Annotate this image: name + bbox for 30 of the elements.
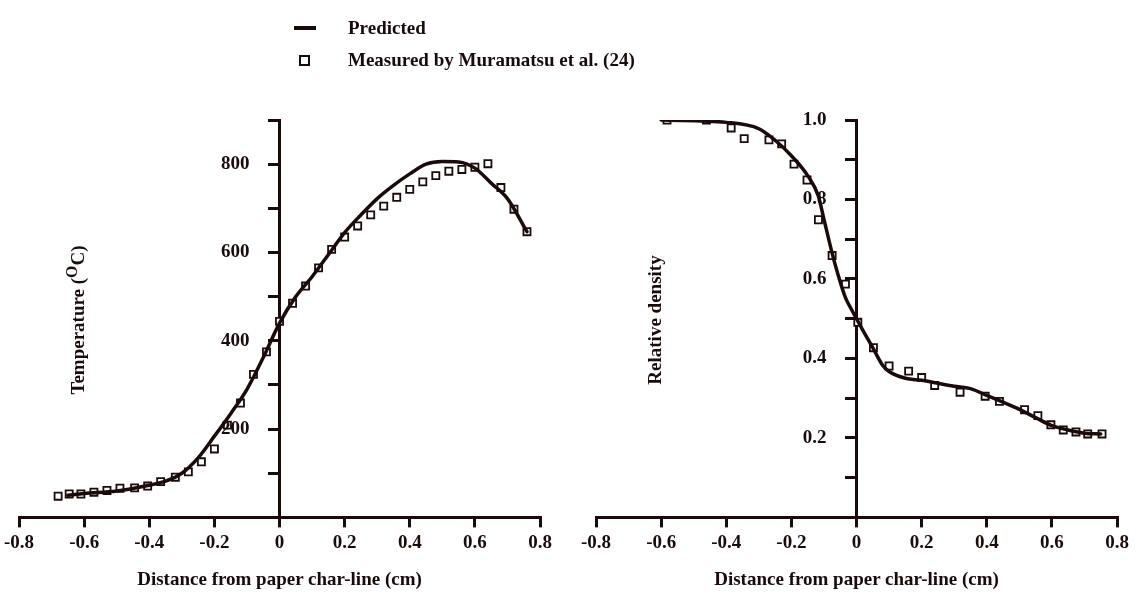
y-tick-label: 800 <box>221 152 250 174</box>
x-axis-title: Distance from paper char-line (cm) <box>137 567 422 590</box>
x-tick-label: 0.2 <box>909 530 934 552</box>
legend-label: Measured by Muramatsu et al. (24) <box>348 49 635 71</box>
y-axis-title: Relative density <box>644 255 666 385</box>
x-tick-label: 0.2 <box>332 530 357 552</box>
y-tick-label: 0.2 <box>802 425 827 447</box>
x-tick-label: -0.4 <box>711 530 742 552</box>
y-tick-label: 600 <box>221 240 250 262</box>
x-tick-label: -0.2 <box>776 530 807 552</box>
legend-label: Predicted <box>348 17 426 39</box>
x-tick-label: -0.6 <box>646 530 677 552</box>
y-tick-label: 0.4 <box>802 346 828 368</box>
x-tick-label: -0.6 <box>69 530 100 552</box>
x-axis-title: Distance from paper char-line (cm) <box>714 567 999 590</box>
x-tick-label: 0.4 <box>397 530 423 552</box>
x-tick-label: 0.4 <box>974 530 1000 552</box>
y-tick-label: 0.6 <box>802 266 827 288</box>
x-tick-label: -0.4 <box>134 530 165 552</box>
x-tick-label: 0.8 <box>1105 530 1129 552</box>
x-tick-label: 0 <box>851 530 862 552</box>
x-tick-label: 0 <box>274 530 285 552</box>
x-tick-label: -0.2 <box>199 530 230 552</box>
x-tick-label: -0.8 <box>581 530 612 552</box>
x-tick-label: 0.8 <box>528 530 552 552</box>
x-tick-label: 0.6 <box>1040 530 1064 552</box>
x-tick-label: -0.8 <box>4 530 35 552</box>
y-tick-label: 400 <box>221 328 250 350</box>
x-tick-label: 0.6 <box>463 530 487 552</box>
y-tick-label: 1.0 <box>802 107 827 129</box>
